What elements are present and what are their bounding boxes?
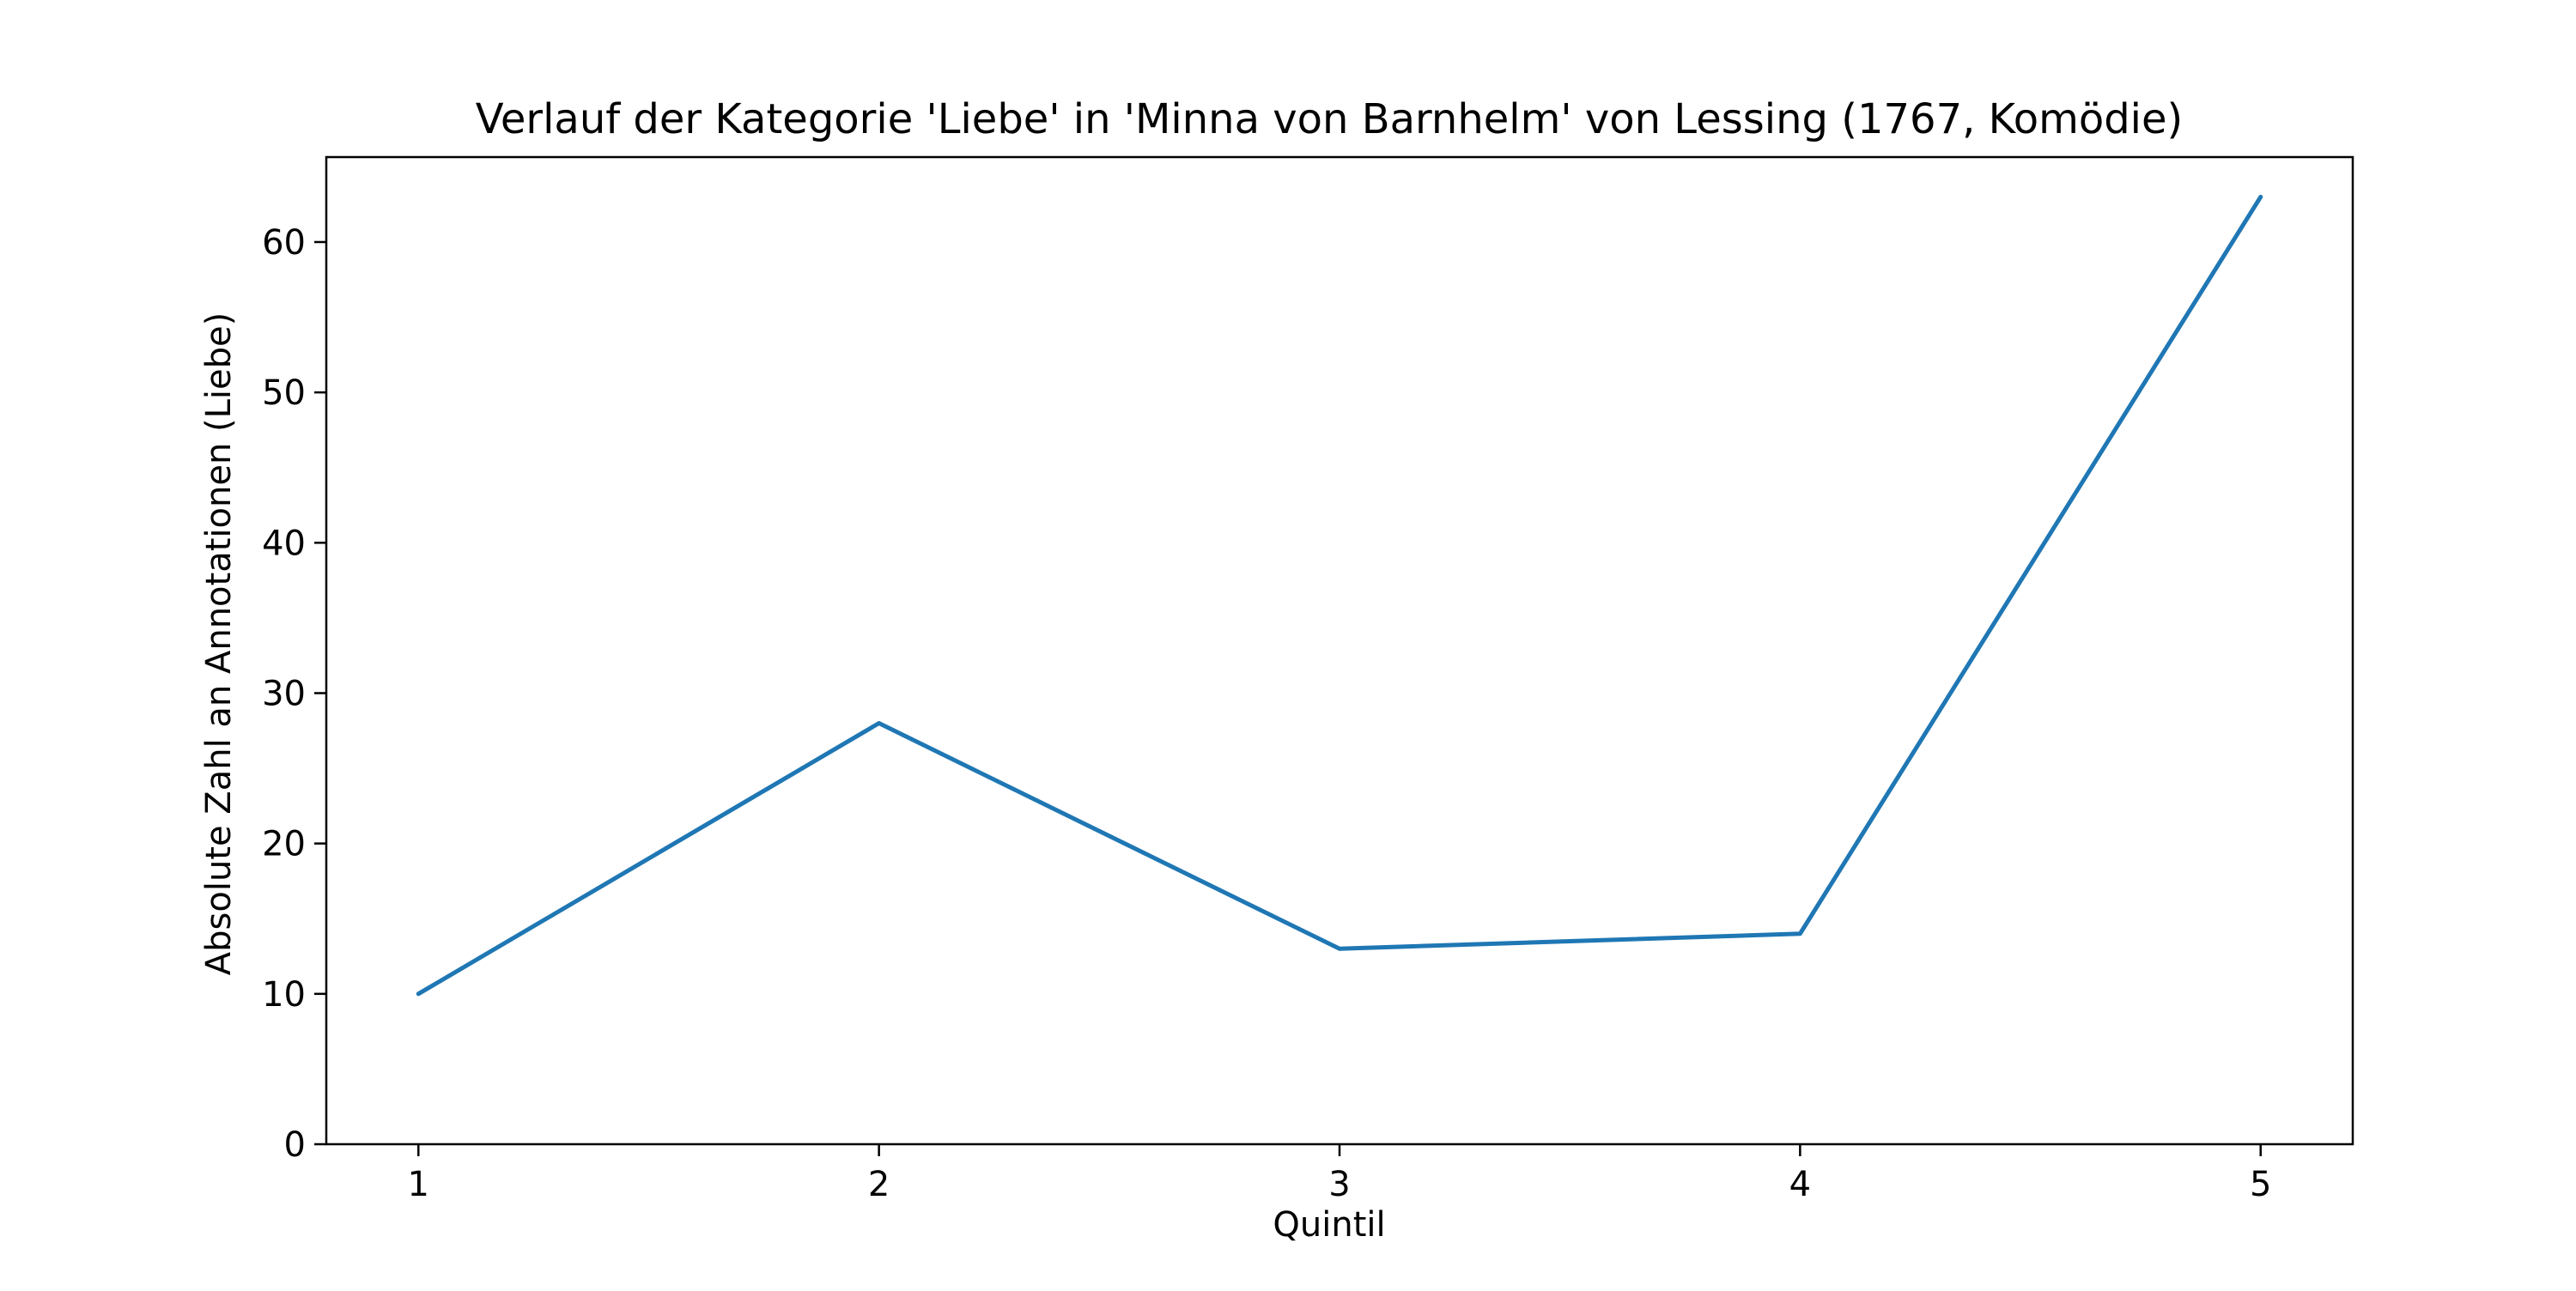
x-tick-label: 2 bbox=[868, 1165, 890, 1204]
y-tick-label: 30 bbox=[262, 674, 306, 713]
x-tick-label: 4 bbox=[1789, 1165, 1811, 1204]
y-tick-label: 60 bbox=[262, 223, 306, 263]
y-tick-label: 40 bbox=[262, 524, 306, 563]
x-tick-label: 1 bbox=[408, 1165, 429, 1204]
y-tick-label: 20 bbox=[262, 825, 306, 864]
y-tick-label: 10 bbox=[262, 975, 306, 1015]
x-tick-label: 5 bbox=[2250, 1165, 2271, 1204]
y-tick-label: 0 bbox=[284, 1125, 306, 1165]
y-axis-label: Absolute Zahl an Annotationen (Liebe) bbox=[199, 312, 239, 975]
chart-title: Verlauf der Kategorie 'Liebe' in 'Minna … bbox=[476, 95, 2184, 143]
x-tick-label: 3 bbox=[1328, 1165, 1350, 1204]
y-tick-label: 50 bbox=[262, 373, 306, 413]
x-axis-label: Quintil bbox=[1273, 1205, 1385, 1245]
